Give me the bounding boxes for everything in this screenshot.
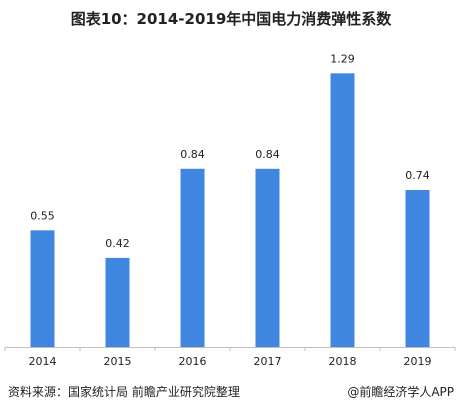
x-tick-label-2017: 2017	[254, 355, 282, 368]
x-tick-label-2015: 2015	[104, 355, 132, 368]
bar-2015	[105, 257, 130, 347]
value-label-2016: 0.84	[180, 148, 205, 161]
value-label-2015: 0.42	[105, 237, 130, 250]
value-label-2017: 0.84	[255, 148, 280, 161]
value-label-2019: 0.74	[405, 169, 430, 182]
bar-2019	[405, 190, 430, 347]
value-label-2014: 0.55	[30, 209, 55, 222]
value-label-2018: 1.29	[330, 52, 355, 65]
x-tick-label-2018: 2018	[329, 355, 357, 368]
x-tick-label-2019: 2019	[404, 355, 432, 368]
source-note: 资料来源：国家统计局 前瞻产业研究院整理	[8, 385, 240, 399]
bar-2018	[330, 73, 355, 347]
bar-2016	[180, 168, 205, 347]
bar-2014	[30, 230, 55, 347]
x-tick-label-2016: 2016	[179, 355, 207, 368]
chart-title: 图表10：2014-2019年中国电力消费弹性系数	[70, 10, 392, 28]
credit-note: @前瞻经济学人APP	[347, 385, 454, 399]
bar-2017	[255, 168, 280, 347]
x-tick-label-2014: 2014	[29, 355, 57, 368]
